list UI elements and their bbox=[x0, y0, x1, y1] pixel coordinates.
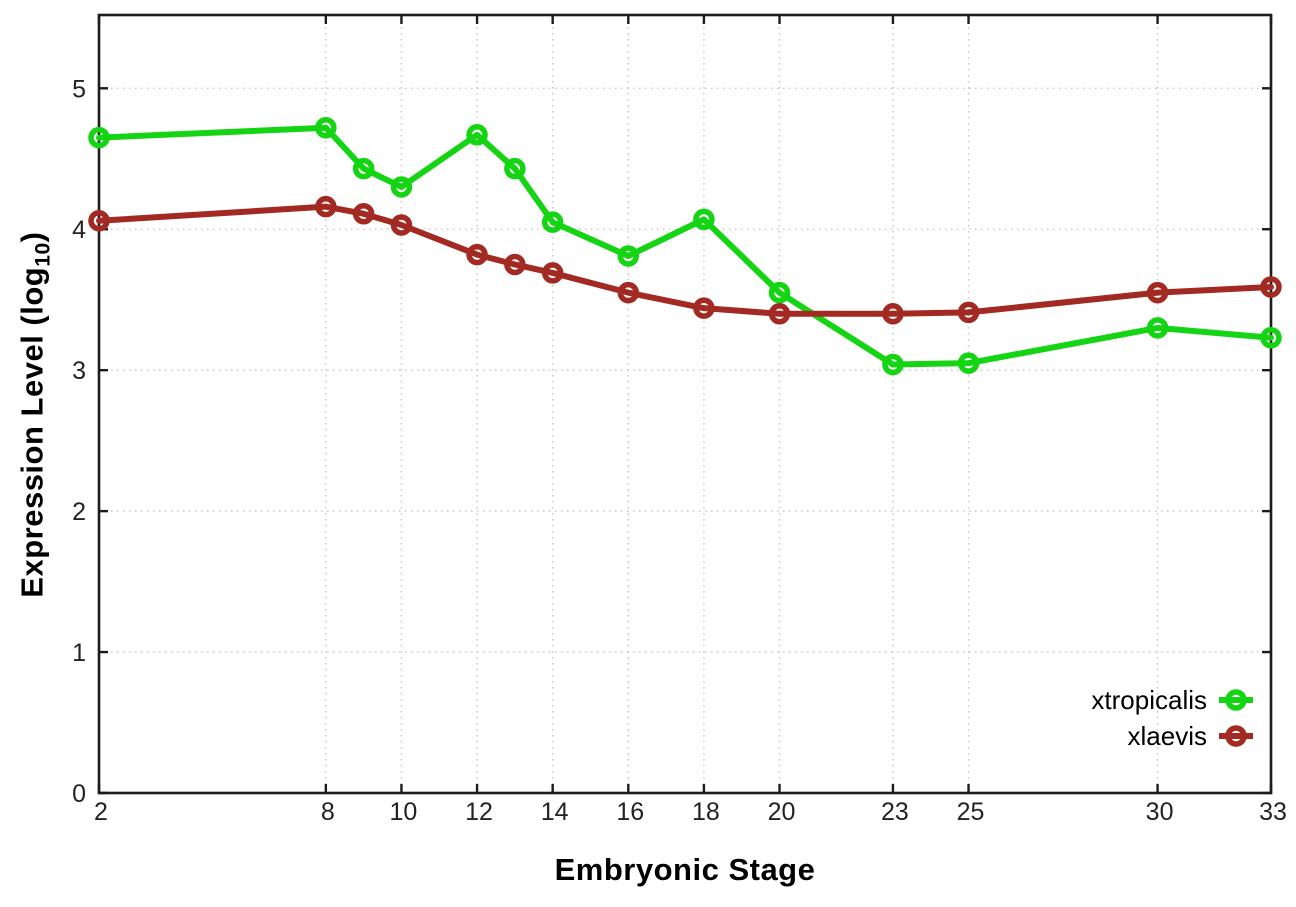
legend-label-xtropicalis: xtropicalis bbox=[1091, 684, 1207, 715]
y-tick-label-0: 0 bbox=[72, 780, 86, 808]
y-axis-title-subscript: 10 bbox=[31, 242, 55, 267]
y-axis-title-text: Expression Level (log bbox=[14, 266, 50, 598]
y-tick-label-5: 5 bbox=[72, 75, 86, 103]
marker-xlaevis-23 bbox=[882, 303, 904, 325]
series-line-xtropicalis bbox=[96, 124, 1274, 368]
marker-xlaevis-10 bbox=[390, 214, 413, 236]
marker-xlaevis-14 bbox=[541, 262, 564, 284]
y-tick-label-4: 4 bbox=[72, 216, 86, 244]
y-tick-label-1: 1 bbox=[72, 639, 86, 667]
y-axis-title: Expression Level (log10) bbox=[14, 215, 55, 615]
x-tick-label-18: 18 bbox=[692, 798, 720, 826]
marker-xlaevis-20 bbox=[768, 303, 791, 325]
marker-xtropicalis-33 bbox=[1260, 327, 1282, 349]
y-tick-label-2: 2 bbox=[72, 498, 86, 526]
marker-xlaevis-12 bbox=[466, 243, 488, 266]
x-tick-label-23: 23 bbox=[881, 798, 909, 826]
x-tick-label-25: 25 bbox=[957, 798, 985, 826]
marker-xtropicalis-16 bbox=[617, 245, 640, 267]
plot-border bbox=[97, 13, 1273, 795]
x-tick-label-12: 12 bbox=[465, 798, 493, 826]
marker-xtropicalis-12 bbox=[466, 124, 488, 146]
series-line-xlaevis bbox=[96, 203, 1274, 317]
marker-xlaevis-25 bbox=[957, 301, 980, 324]
marker-xlaevis-16 bbox=[617, 281, 640, 304]
marker-xlaevis-8 bbox=[315, 195, 337, 218]
marker-xtropicalis-2 bbox=[88, 126, 110, 149]
x-tick-label-14: 14 bbox=[541, 798, 569, 826]
marker-xlaevis-9 bbox=[352, 202, 375, 225]
marker-xlaevis-2 bbox=[88, 210, 110, 232]
marker-xtropicalis-14 bbox=[541, 211, 564, 233]
marker-xtropicalis-10 bbox=[390, 176, 413, 198]
x-tick-label-20: 20 bbox=[768, 798, 796, 826]
marker-xtropicalis-13 bbox=[504, 157, 526, 180]
marker-xtropicalis-23 bbox=[882, 353, 904, 376]
legend: xtropicalis xlaevis bbox=[1091, 682, 1256, 754]
legend-item-xlaevis: xlaevis bbox=[1091, 718, 1256, 754]
marker-xtropicalis-8 bbox=[315, 117, 337, 139]
marker-xtropicalis-18 bbox=[693, 208, 715, 231]
x-tick-label-2: 2 bbox=[94, 798, 108, 826]
y-tick-label-3: 3 bbox=[72, 357, 86, 385]
legend-sample-xlaevis-icon bbox=[1219, 725, 1253, 747]
marker-xtropicalis-20 bbox=[768, 281, 791, 304]
y-axis-title-suffix: ) bbox=[14, 231, 50, 243]
x-tick-label-10: 10 bbox=[390, 798, 418, 826]
marker-xlaevis-33 bbox=[1260, 276, 1282, 298]
legend-sample-xtropicalis-icon bbox=[1219, 689, 1253, 711]
marker-xlaevis-18 bbox=[693, 297, 715, 319]
legend-item-xtropicalis: xtropicalis bbox=[1091, 682, 1256, 718]
x-tick-label-30: 30 bbox=[1146, 798, 1174, 826]
x-tick-label-16: 16 bbox=[616, 798, 644, 826]
marker-xtropicalis-25 bbox=[957, 352, 980, 374]
legend-label-xlaevis: xlaevis bbox=[1127, 720, 1207, 751]
marker-xtropicalis-30 bbox=[1146, 317, 1169, 339]
x-axis-title: Embryonic Stage bbox=[554, 852, 816, 887]
marker-xlaevis-30 bbox=[1146, 281, 1169, 304]
marker-xlaevis-13 bbox=[504, 253, 526, 276]
x-tick-label-33: 33 bbox=[1259, 798, 1287, 826]
marker-xtropicalis-9 bbox=[352, 157, 375, 180]
x-tick-label-8: 8 bbox=[321, 798, 335, 826]
